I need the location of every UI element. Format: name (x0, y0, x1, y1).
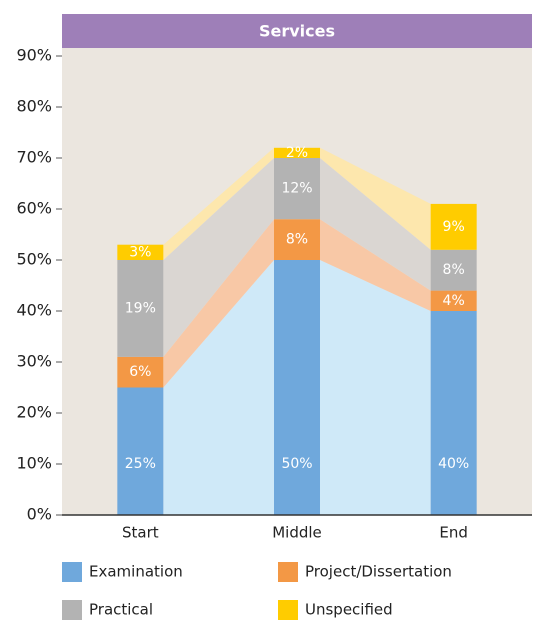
value-label: 2% (286, 145, 308, 161)
value-label: 25% (125, 456, 156, 472)
y-tick-label: 10% (16, 454, 52, 473)
value-label: 12% (281, 181, 312, 197)
y-tick-label: 70% (16, 148, 52, 167)
y-tick-label: 30% (16, 352, 52, 371)
value-label: 4% (443, 293, 465, 309)
connector-area (320, 260, 431, 515)
legend-label: Unspecified (305, 601, 393, 619)
y-tick-label: 40% (16, 301, 52, 320)
y-tick-label: 0% (27, 505, 52, 524)
bar-segment (430, 311, 477, 515)
connector-area (163, 260, 274, 515)
legend-swatch (278, 562, 298, 582)
bar-segment (117, 356, 164, 388)
y-tick-label: 50% (16, 250, 52, 269)
connector-area (163, 158, 274, 357)
legend-swatch (62, 600, 82, 620)
value-label: 9% (443, 219, 465, 235)
bar-segment (117, 260, 164, 357)
value-label: 50% (281, 456, 312, 472)
connector-area (320, 147, 431, 250)
legend-swatch (62, 562, 82, 582)
bar-segment (430, 249, 477, 291)
value-label: 6% (129, 364, 151, 380)
title-bar (62, 14, 532, 48)
bar-segment (430, 203, 477, 250)
legend-swatch (278, 600, 298, 620)
y-tick-label: 20% (16, 403, 52, 422)
chart-title: Services (259, 22, 335, 41)
value-label: 19% (125, 300, 156, 316)
connector-area (320, 158, 431, 291)
y-tick-label: 60% (16, 199, 52, 218)
bar-segment (274, 219, 320, 260)
value-label: 40% (438, 456, 469, 472)
y-tick-label: 90% (16, 46, 52, 65)
legend-label: Project/Dissertation (305, 563, 452, 581)
x-tick-label: End (439, 524, 468, 542)
bar-segment (117, 244, 164, 260)
connector-area (163, 147, 274, 260)
bar-segment (274, 158, 320, 220)
bar-segment (274, 147, 320, 158)
value-label: 8% (443, 262, 465, 278)
y-tick-label: 80% (16, 97, 52, 116)
bar-segment (117, 387, 164, 515)
legend-label: Practical (89, 601, 153, 619)
value-label: 3% (129, 244, 151, 260)
legend-label: Examination (89, 563, 183, 581)
connector-area (320, 219, 431, 311)
bar-segment (430, 290, 477, 311)
x-tick-label: Start (122, 524, 159, 542)
x-tick-label: Middle (272, 524, 322, 542)
connector-area (163, 219, 274, 388)
value-label: 8% (286, 232, 308, 248)
bar-segment (274, 260, 320, 515)
